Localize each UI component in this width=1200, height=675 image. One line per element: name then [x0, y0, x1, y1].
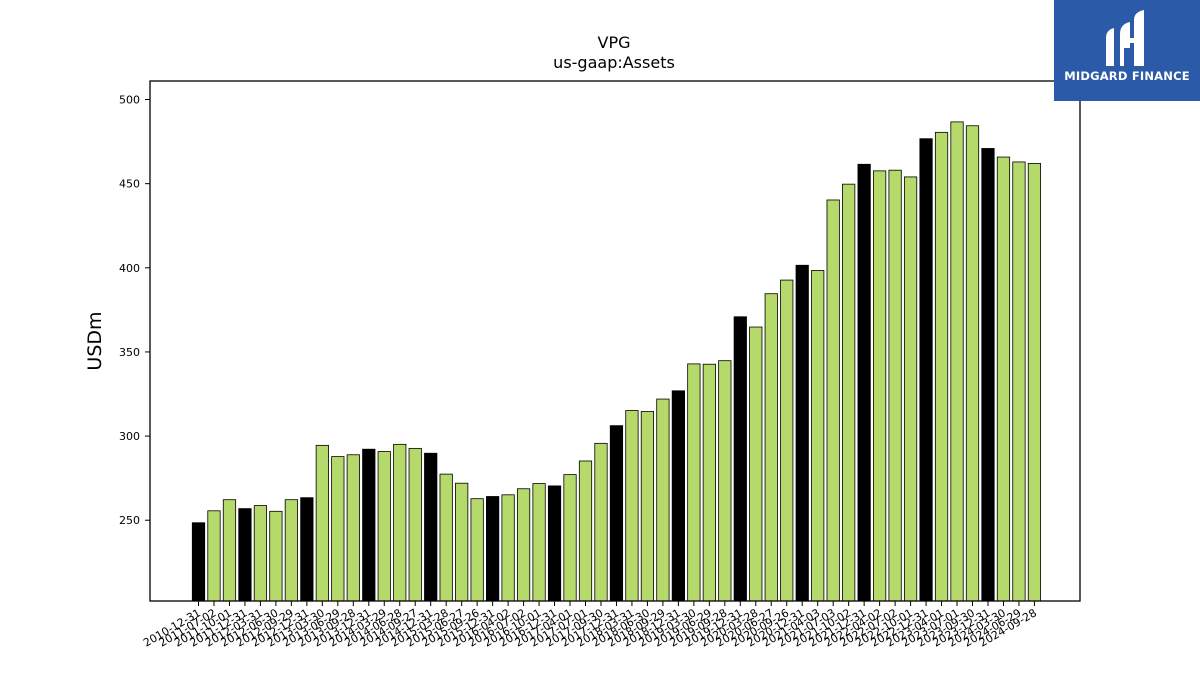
bar-2011-12-31	[238, 508, 252, 602]
bar-2013-12-31	[362, 448, 376, 602]
bar-2013-03-30	[315, 444, 329, 602]
bar-2023-04-01	[934, 131, 949, 602]
y-axis-label: USDm	[84, 311, 106, 370]
bar-2014-12-31	[424, 452, 438, 602]
bar-2020-12-31	[795, 264, 809, 602]
bar-2016-07-02	[516, 488, 531, 602]
bar-2021-04-03	[811, 270, 825, 602]
bar-2023-09-30	[965, 125, 980, 602]
y-tick-label: 450	[119, 178, 140, 191]
bar-2019-03-30	[687, 363, 701, 602]
bar-2020-09-26	[780, 279, 794, 602]
plot-frame	[149, 80, 1081, 602]
y-tick-label: 300	[119, 430, 140, 443]
bar-2013-06-29	[331, 456, 345, 602]
bar-2016-10-01	[532, 483, 546, 602]
bar-2021-10-02	[842, 183, 856, 602]
bar-2017-07-01	[578, 460, 593, 602]
bar-2017-09-30	[594, 442, 608, 602]
bar-2019-09-28	[718, 360, 732, 602]
logo-text: MIDGARD FINANCE	[1064, 69, 1190, 83]
y-tick-label: 400	[119, 262, 140, 275]
bar-2019-12-31	[733, 316, 747, 602]
chart-subtitle: us-gaap:Assets	[553, 53, 675, 72]
bar-2014-06-28	[393, 443, 407, 602]
chart-title: VPG	[598, 33, 631, 52]
bar-2017-04-01	[563, 474, 577, 602]
bar-2023-07-01	[950, 121, 964, 602]
bar-2021-12-31	[857, 163, 871, 602]
bar-2021-07-03	[826, 199, 840, 602]
bar-2015-09-26	[470, 498, 484, 602]
bar-2015-03-28	[439, 473, 453, 602]
bar-2024-06-29	[1012, 161, 1026, 602]
y-tick-label: 250	[119, 514, 140, 527]
bar-2014-09-27	[408, 447, 422, 602]
bar-2012-03-31	[253, 505, 268, 602]
midgard-logo-icon	[1106, 10, 1144, 66]
bar-2015-06-27	[455, 482, 469, 602]
bar-2012-06-30	[269, 510, 283, 602]
bar-2024-09-28	[1027, 163, 1042, 602]
bar-2012-12-31	[300, 497, 314, 602]
bar-2012-09-29	[284, 499, 298, 602]
bar-2020-06-27	[764, 293, 778, 602]
bar-2018-03-31	[625, 410, 639, 602]
x-axis-ticks: 2010-12-312011-07-022011-10-012011-12-31…	[141, 601, 1039, 650]
bar-2011-10-01	[222, 499, 237, 602]
bar-2016-12-31	[547, 485, 562, 602]
y-tick-label: 350	[119, 346, 140, 359]
bar-2016-04-02	[501, 494, 515, 602]
bar-2022-07-02	[888, 169, 902, 602]
bar-2011-07-02	[207, 510, 221, 602]
bar-2015-12-31	[486, 496, 500, 602]
y-tick-label: 500	[119, 94, 140, 107]
bar-2018-12-31	[671, 390, 685, 602]
bars-group	[191, 121, 1042, 602]
bar-2022-04-02	[873, 170, 887, 602]
bar-2018-06-30	[640, 411, 655, 602]
bar-2010-12-31	[191, 522, 206, 602]
bar-2017-12-31	[609, 425, 624, 602]
bar-2013-09-28	[346, 454, 360, 602]
bar-2022-10-01	[903, 176, 918, 602]
bar-2024-03-30	[996, 156, 1011, 602]
bar-2014-03-29	[377, 451, 391, 602]
bar-2020-03-28	[749, 326, 763, 602]
bar-2018-09-29	[656, 398, 670, 602]
bar-2023-12-31	[981, 148, 995, 602]
y-axis-ticks: 250 300 350 400 450 500	[119, 94, 150, 527]
bar-2022-12-31	[919, 138, 933, 602]
brand-logo: MIDGARD FINANCE	[1054, 0, 1200, 101]
bar-2019-06-29	[702, 363, 716, 602]
